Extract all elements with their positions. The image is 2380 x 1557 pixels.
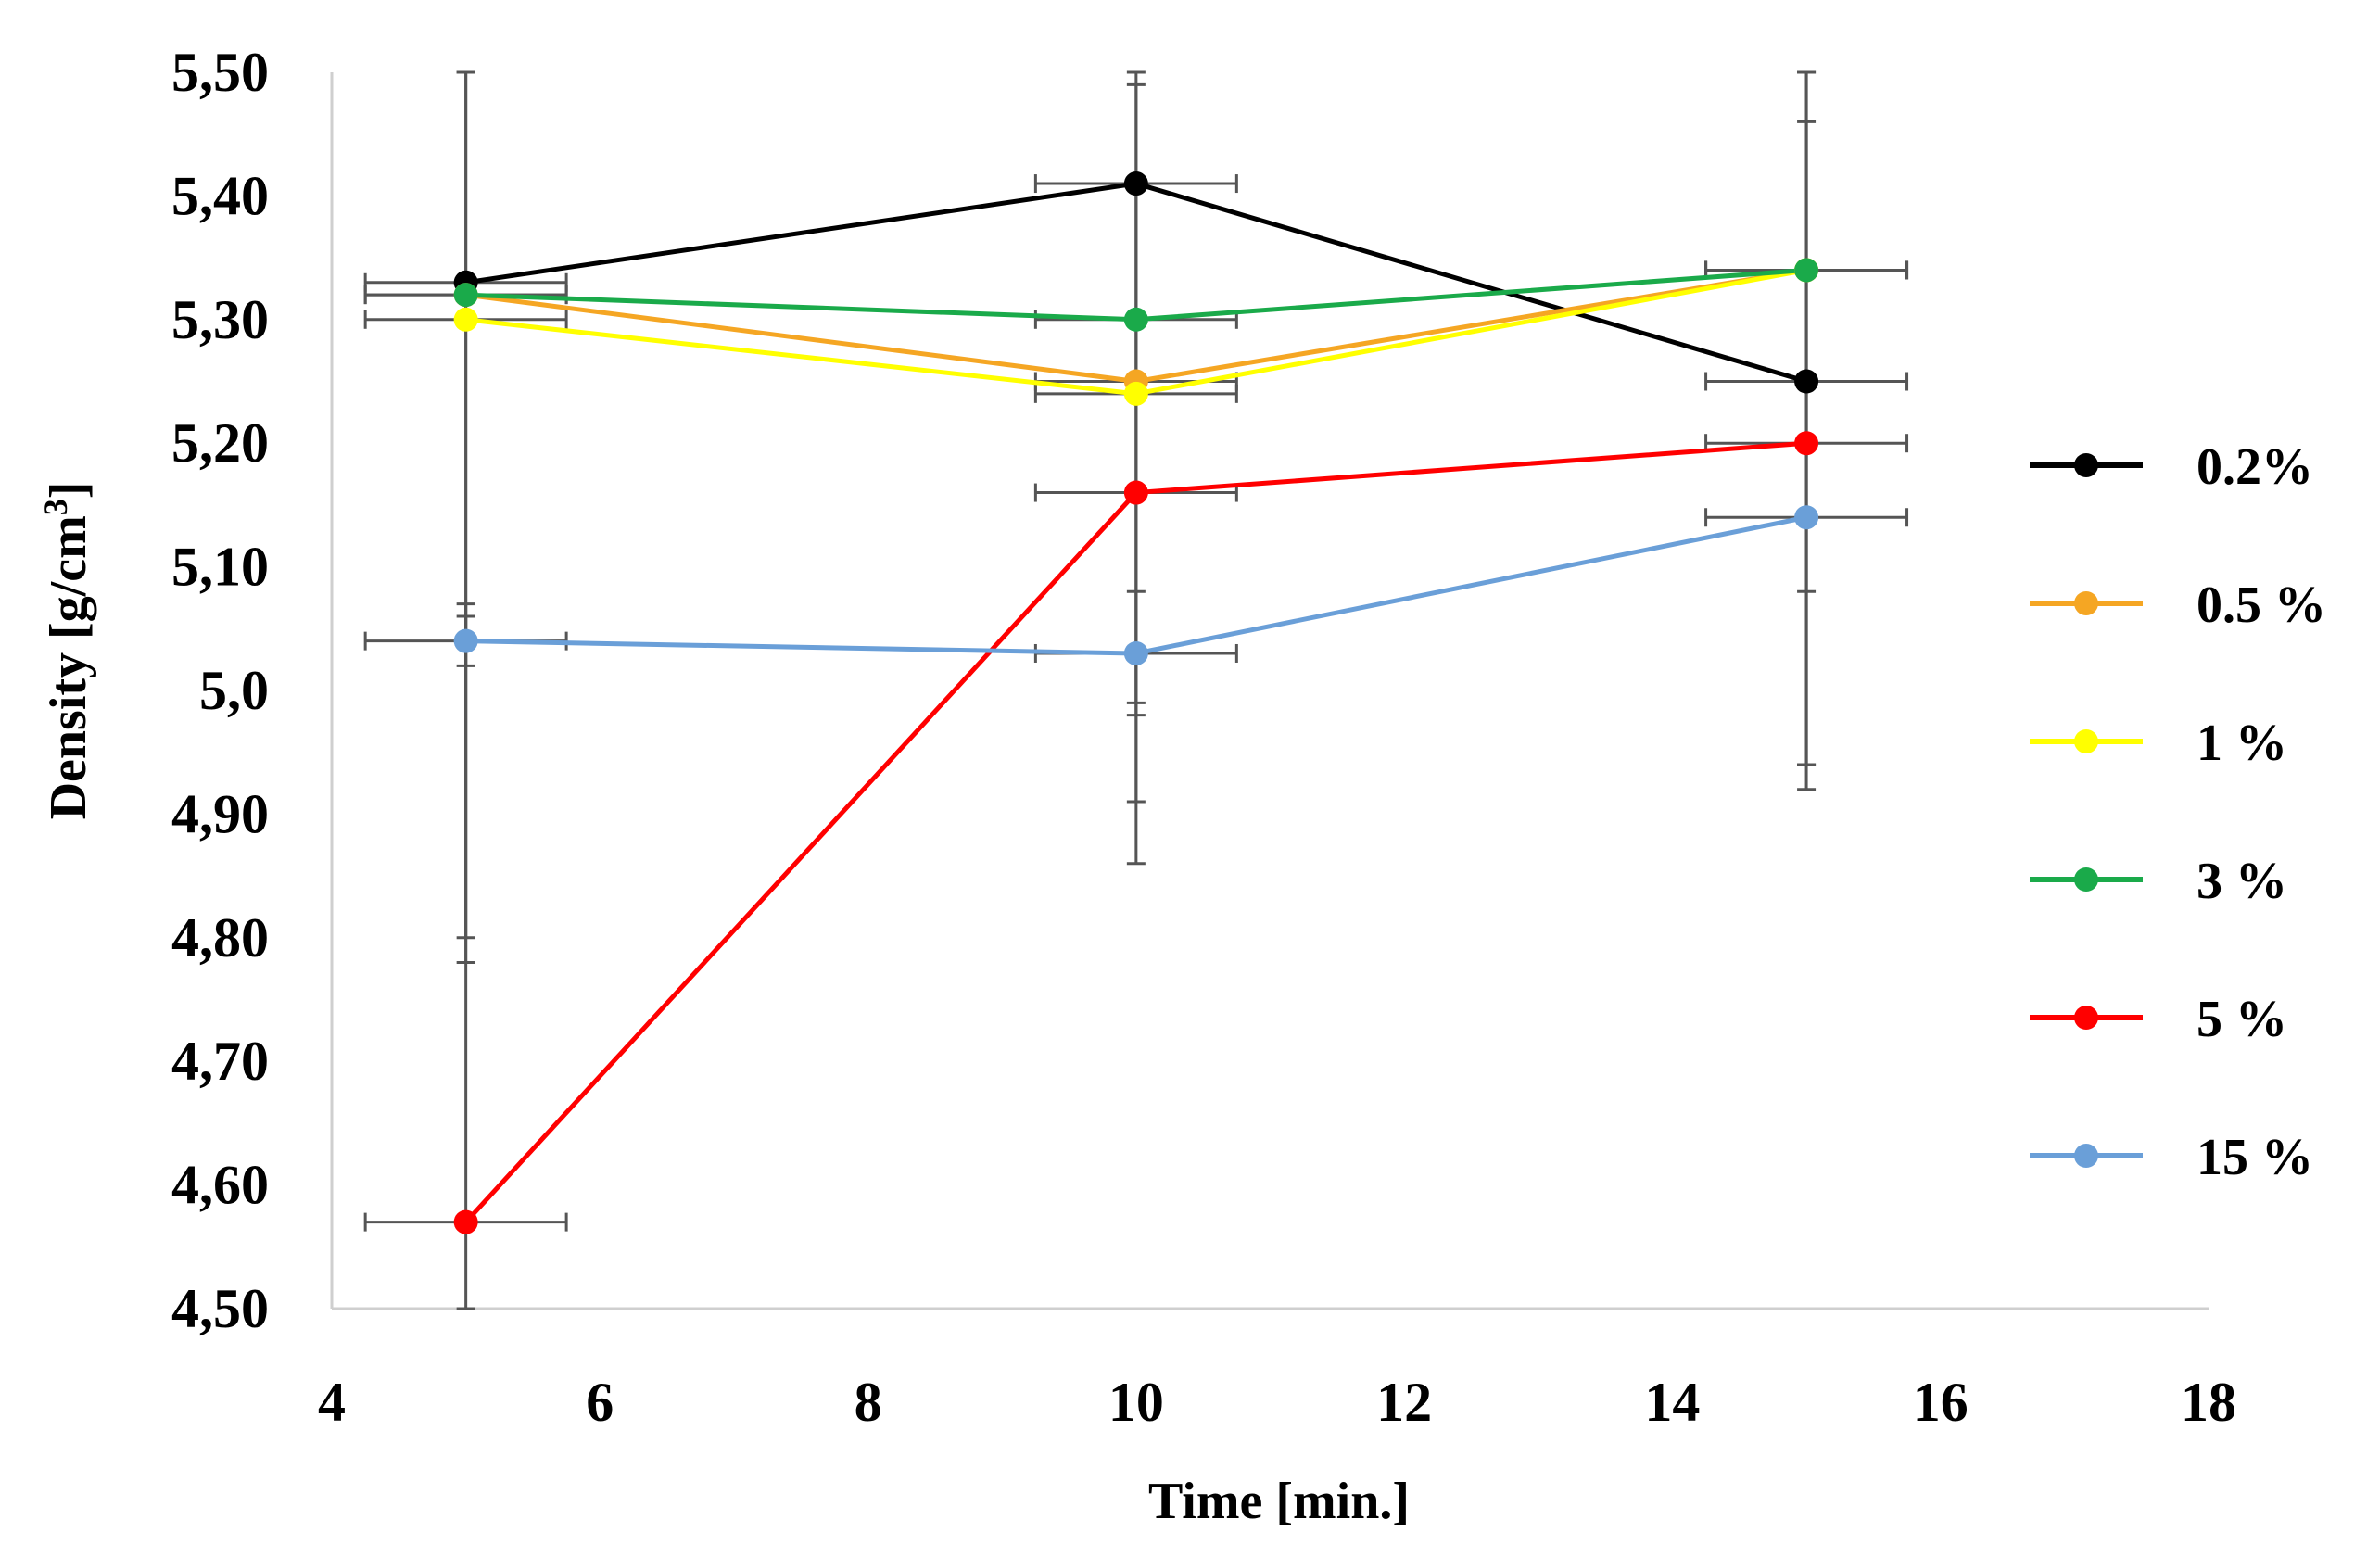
- legend-label: 0.5 %: [2196, 576, 2326, 634]
- x-tick-label: 4: [318, 1372, 346, 1433]
- legend: 0.2% 0.5 % 1 % 3 % 5 % 15 %: [2030, 438, 2326, 1186]
- y-tick-label: 5,50: [171, 42, 269, 103]
- legend-label: 5 %: [2196, 991, 2287, 1048]
- x-axis-title: Time [min.]: [1148, 1473, 1410, 1530]
- y-axis-title: Density [g/cm3]: [37, 482, 97, 820]
- x-tick-label: 16: [1913, 1372, 1969, 1433]
- x-tick-label: 18: [2181, 1372, 2236, 1433]
- data-point: [1794, 505, 1819, 530]
- legend-marker: [2074, 453, 2098, 477]
- x-tick-label: 6: [586, 1372, 614, 1433]
- legend-label: 1 %: [2196, 715, 2287, 772]
- legend-marker: [2074, 1006, 2098, 1030]
- legend-label: 0.2%: [2196, 438, 2313, 496]
- y-axis-title-suffix: ]: [40, 482, 97, 500]
- error-bars: [363, 70, 1909, 1310]
- tick-labels: 5,50 5,40 5,30 5,20 5,10 5,0 4,90 4,80 4,70 4,60 4…: [171, 42, 2236, 1433]
- legend-label: 3 %: [2196, 853, 2287, 910]
- y-tick-label: 5,30: [171, 289, 269, 350]
- x-tick-label: 10: [1108, 1372, 1164, 1433]
- data-point: [453, 283, 478, 308]
- data-point: [1123, 307, 1148, 332]
- y-tick-label: 4,60: [171, 1155, 269, 1216]
- x-tick-label: 12: [1376, 1372, 1432, 1433]
- legend-marker: [2074, 1144, 2098, 1168]
- y-tick-label: 4,50: [171, 1278, 269, 1339]
- legend-label: 15 %: [2196, 1129, 2313, 1186]
- y-tick-label: 4,70: [171, 1031, 269, 1092]
- y-tick-label: 4,80: [171, 907, 269, 968]
- data-point: [1123, 480, 1148, 505]
- data-point: [1123, 171, 1148, 196]
- data-point: [1794, 369, 1819, 394]
- data-point: [453, 1209, 478, 1234]
- data-point: [1794, 431, 1819, 456]
- axes: [330, 72, 2209, 1310]
- data-point: [1123, 381, 1148, 406]
- x-tick-label: 8: [855, 1372, 882, 1433]
- data-point: [453, 628, 478, 653]
- series-markers: [453, 171, 1819, 1234]
- data-point: [1123, 640, 1148, 665]
- data-point: [1794, 258, 1819, 283]
- legend-marker: [2074, 867, 2098, 892]
- y-tick-label: 5,0: [199, 660, 269, 721]
- y-axis-title-sup: 3: [37, 499, 74, 515]
- y-tick-label: 5,10: [171, 537, 269, 598]
- data-point: [453, 307, 478, 332]
- x-tick-label: 14: [1644, 1372, 1700, 1433]
- y-tick-label: 5,20: [171, 412, 269, 474]
- y-tick-label: 5,40: [171, 165, 269, 226]
- legend-marker: [2074, 591, 2098, 615]
- y-tick-label: 4,90: [171, 783, 269, 844]
- y-axis-title-text: Density [g/cm: [40, 515, 97, 819]
- legend-marker: [2074, 729, 2098, 753]
